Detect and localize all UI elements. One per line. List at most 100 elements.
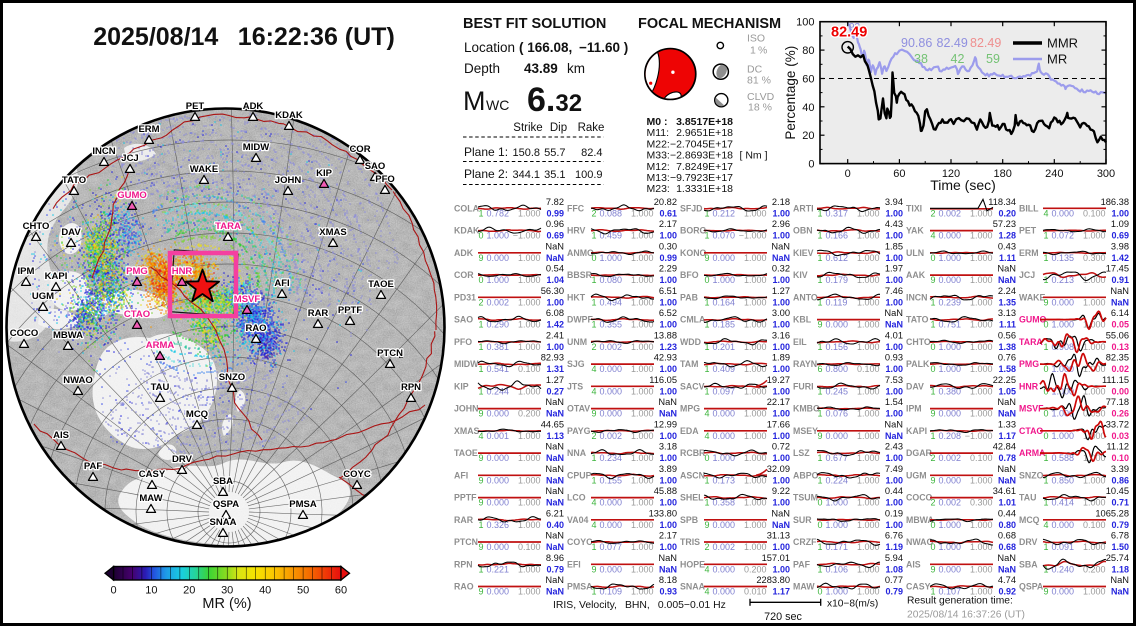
svg-text:1.54: 1.54 [885, 397, 903, 407]
svg-text:NaN: NaN [545, 442, 564, 452]
svg-text:0.000: 0.000 [1052, 520, 1075, 530]
svg-text:1: 1 [1044, 498, 1049, 508]
svg-text:1: 1 [818, 564, 823, 574]
svg-text:1.000: 1.000 [631, 386, 654, 396]
svg-text:4: 4 [1044, 520, 1049, 530]
svg-text:0: 0 [818, 498, 823, 508]
svg-text:1: 1 [931, 297, 936, 307]
svg-text:BBSR: BBSR [567, 270, 593, 280]
svg-text:1.000: 1.000 [631, 275, 654, 285]
svg-text:CLVD: CLVD [747, 91, 775, 103]
svg-text:PALK: PALK [906, 359, 930, 369]
svg-text:NaN: NaN [545, 531, 564, 541]
svg-text:1.000: 1.000 [518, 320, 541, 330]
svg-text:1: 1 [1044, 253, 1049, 263]
svg-text:0.19: 0.19 [885, 508, 903, 518]
svg-text:0: 0 [1044, 320, 1049, 330]
svg-text:9: 9 [931, 275, 936, 285]
svg-text:82.49: 82.49 [937, 36, 968, 50]
svg-text:1.000: 1.000 [970, 542, 993, 552]
svg-text:1.000: 1.000 [1052, 409, 1075, 419]
svg-text:DC: DC [747, 64, 763, 76]
svg-text:1.000: 1.000 [631, 253, 654, 263]
svg-text:1.000: 1.000 [1083, 431, 1106, 441]
svg-text:1: 1 [479, 342, 484, 352]
svg-text:1.000: 1.000 [631, 431, 654, 441]
svg-text:1.000: 1.000 [631, 342, 654, 352]
svg-text:1.000: 1.000 [744, 409, 767, 419]
svg-text:1.000: 1.000 [857, 208, 880, 218]
svg-text:MMR: MMR [1047, 36, 1078, 51]
svg-text:1.28: 1.28 [998, 231, 1016, 241]
svg-text:1.000: 1.000 [631, 520, 654, 530]
svg-text:WC: WC [486, 97, 509, 113]
svg-text:1.00: 1.00 [772, 564, 790, 574]
svg-text:NaN: NaN [659, 409, 677, 419]
svg-text:NWAO: NWAO [63, 375, 93, 386]
svg-text:0.109: 0.109 [600, 587, 623, 597]
svg-text:0.71: 0.71 [1111, 498, 1129, 508]
svg-text:1: 1 [592, 475, 597, 485]
svg-text:0.000: 0.000 [487, 253, 510, 263]
svg-text:1.000: 1.000 [1083, 320, 1106, 330]
svg-text:1.04: 1.04 [546, 275, 564, 285]
svg-text:0.000: 0.000 [487, 475, 510, 485]
svg-text:60: 60 [802, 74, 814, 86]
svg-text:1.27: 1.27 [546, 375, 564, 385]
svg-text:YAK: YAK [906, 226, 924, 236]
svg-text:1.00: 1.00 [659, 297, 677, 307]
svg-text:AFI: AFI [274, 278, 289, 289]
svg-text:NaN: NaN [546, 253, 564, 263]
svg-text:0.99: 0.99 [659, 253, 677, 263]
svg-text:1.000: 1.000 [1083, 386, 1106, 396]
svg-text:0.213: 0.213 [1052, 275, 1075, 285]
svg-text:1.00: 1.00 [1111, 208, 1129, 218]
svg-text:0.93: 0.93 [659, 587, 677, 597]
svg-text:1: 1 [479, 520, 484, 530]
svg-text:NaN: NaN [545, 241, 564, 251]
svg-text:3.39: 3.39 [1111, 464, 1129, 474]
svg-text:NaN: NaN [546, 475, 564, 485]
svg-text:CTAO: CTAO [1019, 426, 1043, 436]
svg-text:1.00: 1.00 [885, 253, 903, 263]
svg-text:SHEL: SHEL [680, 493, 704, 503]
svg-text:9: 9 [818, 320, 823, 330]
svg-text:0.185: 0.185 [713, 320, 736, 330]
svg-text:1065.28: 1065.28 [1095, 508, 1129, 518]
svg-text:9: 9 [818, 431, 823, 441]
svg-text:0.010: 0.010 [744, 587, 767, 597]
svg-text:COCO: COCO [10, 328, 39, 339]
svg-text:0.380: 0.380 [939, 386, 962, 396]
svg-text:WAKE: WAKE [190, 164, 219, 175]
svg-text:1: 1 [479, 208, 484, 218]
svg-text:2: 2 [592, 431, 597, 441]
svg-text:AIS: AIS [906, 559, 921, 569]
svg-text:0: 0 [110, 585, 116, 597]
svg-text:RAR: RAR [308, 308, 329, 319]
svg-text:1.19: 1.19 [885, 542, 903, 552]
svg-text:1: 1 [818, 342, 823, 352]
svg-text:TRIS: TRIS [680, 537, 700, 547]
svg-text:1: 1 [931, 587, 936, 597]
svg-text:1.000: 1.000 [1083, 587, 1106, 597]
svg-text:1.00: 1.00 [772, 498, 790, 508]
svg-text:0: 0 [1044, 409, 1049, 419]
svg-text:0.782: 0.782 [487, 208, 510, 218]
svg-text:NaN: NaN [1110, 286, 1129, 296]
svg-text:82.93: 82.93 [541, 353, 564, 363]
svg-text:1.000: 1.000 [970, 475, 993, 485]
svg-text:0.05: 0.05 [1111, 320, 1129, 330]
svg-text:0.072: 0.072 [1052, 231, 1075, 241]
svg-text:COR: COR [349, 144, 370, 155]
svg-text:1.000: 1.000 [631, 475, 654, 485]
svg-text:SACV: SACV [680, 381, 705, 391]
svg-text:M: M [463, 86, 486, 116]
svg-text:2025/08/14 16:22:36 (UT): 2025/08/14 16:22:36 (UT) [93, 23, 395, 51]
svg-text:6.14: 6.14 [1111, 308, 1129, 318]
svg-text:ISO: ISO [747, 33, 765, 45]
svg-text:RAYN: RAYN [793, 359, 817, 369]
svg-text:1.00: 1.00 [885, 342, 903, 352]
svg-text:FURI: FURI [793, 381, 814, 391]
svg-text:WAKE: WAKE [1019, 292, 1046, 302]
svg-text:2.17: 2.17 [659, 219, 677, 229]
